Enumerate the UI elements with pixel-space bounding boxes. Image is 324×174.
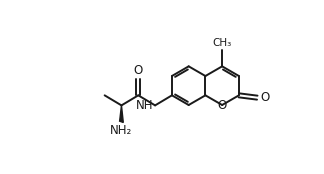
Polygon shape (120, 105, 123, 122)
Text: NH: NH (136, 99, 154, 112)
Text: CH₃: CH₃ (213, 38, 232, 48)
Text: O: O (134, 64, 143, 77)
Text: O: O (217, 99, 227, 112)
Text: NH₂: NH₂ (110, 124, 133, 137)
Text: O: O (260, 91, 270, 104)
